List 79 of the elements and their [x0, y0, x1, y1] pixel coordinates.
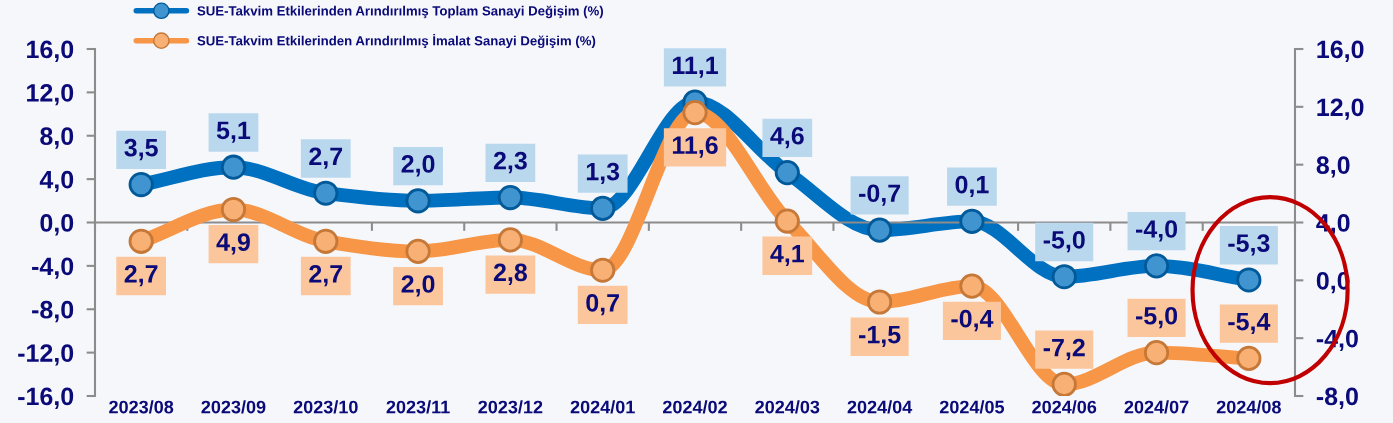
data-label: 2,0: [401, 155, 435, 177]
data-label: 2,3: [493, 151, 527, 174]
point: [220, 196, 247, 223]
x-tick-label: 2024/04: [847, 400, 913, 414]
data-label: 0,7: [586, 293, 619, 316]
data-label: -5,3: [1228, 234, 1270, 256]
x-tick-label: 2024/07: [1124, 400, 1189, 414]
point: [220, 154, 247, 180]
point: [128, 171, 154, 198]
x-tick-label: 2023/10: [293, 400, 358, 414]
y2-tick-label: 8,0: [1316, 156, 1350, 178]
x-tick-label: 2023/11: [386, 400, 450, 414]
point: [867, 289, 893, 315]
point: [1051, 371, 1077, 396]
point: [590, 195, 616, 221]
data-label: 4,1: [770, 245, 804, 267]
y2-tick-label: -8,0: [1316, 387, 1358, 409]
data-label: 2,7: [309, 265, 343, 287]
x-tick-label: 2024/03: [755, 400, 820, 414]
point: [1143, 340, 1170, 366]
point: [682, 100, 708, 126]
data-label: 0,1: [955, 175, 989, 198]
x-tick-label: 2023/09: [201, 400, 266, 414]
data-label: -0,7: [859, 184, 901, 206]
x-tick-label: 2024/02: [663, 400, 727, 414]
point: [313, 180, 339, 206]
y-tick-label: -12,0: [18, 344, 74, 366]
point: [497, 227, 523, 253]
data-label: 2,7: [124, 265, 158, 287]
point: [959, 208, 985, 234]
x-tick-label: 2024/05: [939, 400, 1005, 414]
data-label: 4,6: [770, 126, 804, 149]
point: [1236, 345, 1262, 371]
y-tick-label: -16,0: [18, 387, 74, 409]
point: [313, 228, 339, 254]
y-tick-label: -4,0: [32, 257, 74, 279]
point: [128, 228, 154, 254]
data-label: -5,0: [1135, 306, 1178, 329]
point: [497, 184, 523, 211]
point: [590, 257, 616, 283]
x-tick-label: 2023/12: [478, 400, 543, 414]
y-tick-label: 4,0: [39, 170, 74, 193]
point: [1051, 264, 1077, 290]
data-label: 3,5: [124, 138, 158, 161]
data-label: -5,0: [1043, 231, 1085, 253]
data-label: 2,0: [401, 275, 435, 297]
point: [405, 238, 431, 264]
y2-tick-label: 16,0: [1317, 40, 1364, 62]
y-tick-label: 16,0: [27, 40, 74, 62]
data-label: 2,8: [493, 263, 527, 285]
y-tick-label: 12,0: [27, 83, 74, 106]
y-tick-label: -8,0: [32, 300, 74, 323]
data-label: 2,7: [309, 147, 343, 169]
x-tick-label: 2024/08: [1216, 400, 1281, 414]
point: [405, 188, 431, 214]
data-label: 5,1: [216, 121, 251, 143]
y-tick-label: 0,0: [40, 214, 74, 236]
legend-label: SUE-Takvim Etkilerinden Arındırılmış İmalat Sanayi Değişim (%): [197, 34, 596, 49]
data-label: -0,4: [951, 309, 994, 332]
data-label: -7,2: [1043, 338, 1085, 361]
legend-label: SUE-Takvim Etkilerinden Arındırılmış Toplam Sanayi Değişim (%): [197, 5, 604, 19]
y2-tick-label: 12,0: [1317, 98, 1364, 120]
point: [867, 217, 893, 243]
data-label: 1,3: [586, 162, 620, 185]
x-tick-label: 2024/06: [1032, 400, 1097, 414]
data-label: -4,0: [1135, 220, 1178, 242]
x-tick-label: 2023/08: [109, 400, 174, 414]
point: [774, 160, 800, 186]
point: [959, 273, 985, 299]
data-label: 11,1: [672, 56, 718, 78]
data-label: 4,9: [216, 233, 250, 255]
data-label: -5,4: [1228, 312, 1271, 335]
point: [1236, 267, 1262, 293]
x-tick-label: 2024/01: [570, 400, 635, 414]
point: [1143, 253, 1170, 279]
point: [774, 208, 800, 234]
data-label: -1,5: [859, 326, 901, 348]
y-tick-label: 8,0: [40, 127, 74, 149]
data-label: 11,6: [672, 136, 718, 158]
